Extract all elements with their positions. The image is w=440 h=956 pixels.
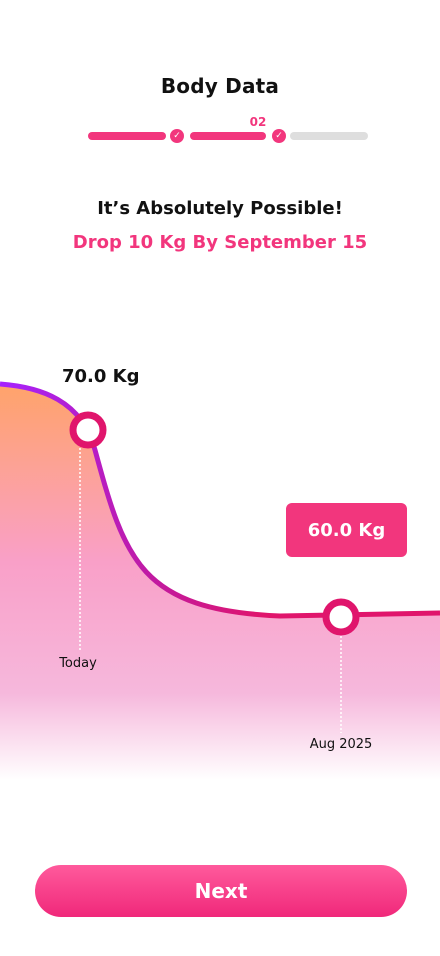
curve-area [0,384,440,780]
step-progress: ✓ ✓ [88,129,368,143]
progress-segment-3 [290,132,368,140]
goal-subhead: Drop 10 Kg By September 15 [72,232,368,253]
goal-weight-badge: 60.0 Kg [286,503,407,557]
next-button[interactable]: Next [35,865,407,917]
step-number: 02 [249,115,267,129]
check-icon: ✓ [272,129,286,143]
headline: It’s Absolutely Possible! [97,198,343,219]
start-weight-label: 70.0 Kg [62,366,140,387]
goal-point [322,598,360,636]
page-title: Body Data [160,74,280,98]
progress-segment-1 [88,132,166,140]
start-point [69,411,107,449]
x-label-today: Today [59,656,97,671]
trend-curve [0,381,440,619]
x-label-goal-date: Aug 2025 [309,737,373,752]
progress-segment-2 [190,132,266,140]
check-icon: ✓ [170,129,184,143]
